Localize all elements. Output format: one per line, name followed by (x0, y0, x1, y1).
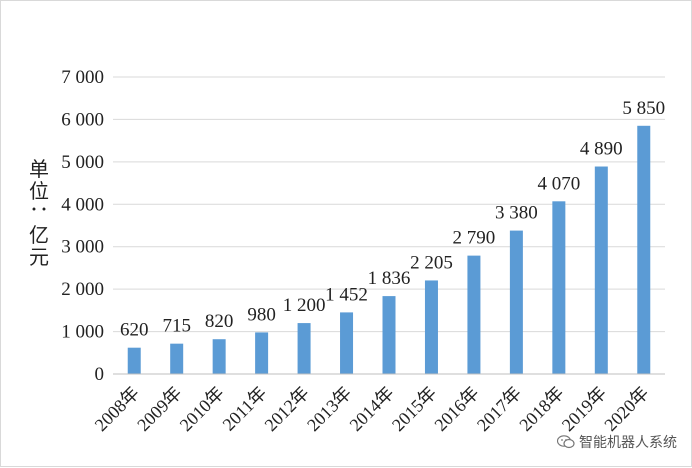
watermark: 智能机器人系统 (557, 432, 677, 452)
bar (170, 343, 184, 374)
data-label: 1 836 (368, 268, 411, 289)
data-label: 980 (247, 304, 276, 325)
data-label: 3 380 (495, 203, 538, 224)
watermark-text: 智能机器人系统 (579, 435, 677, 451)
data-label: 5 850 (622, 98, 665, 119)
wechat-icon (557, 435, 575, 449)
bar (424, 280, 438, 374)
data-label: 2 205 (410, 252, 453, 273)
bar (637, 125, 651, 375)
y-tick-label: 7 000 (61, 67, 104, 88)
y-tick-label: 1 000 (61, 322, 104, 343)
x-tick-label: 2009年 (133, 383, 185, 435)
y-axis-label-char: 元 (29, 245, 49, 269)
x-tick-label: 2018年 (515, 383, 567, 435)
bar (255, 332, 269, 374)
bar (297, 323, 311, 374)
bar (594, 166, 608, 374)
bar (382, 296, 396, 374)
bar (467, 255, 481, 374)
y-tick-label: 3 000 (61, 237, 104, 258)
x-tick-label: 2010年 (176, 383, 228, 435)
data-label: 4 890 (580, 139, 623, 160)
x-tick-label: 2015年 (388, 383, 440, 435)
y-axis-label-char: 单 (29, 157, 49, 181)
y-tick-label: 6 000 (61, 109, 104, 130)
bar (340, 312, 354, 374)
bar (127, 347, 141, 374)
data-label: 4 070 (537, 173, 580, 194)
data-label: 1 452 (325, 284, 368, 305)
y-tick-label: 5 000 (61, 152, 104, 173)
y-axis-label-char: 位 (29, 179, 49, 203)
bar (509, 230, 523, 374)
x-tick-label: 2017年 (473, 383, 525, 435)
y-axis-label-char: 亿 (29, 223, 49, 247)
y-tick-label: 2 000 (61, 279, 104, 300)
x-tick-label: 2013年 (303, 383, 355, 435)
x-tick-label: 2011年 (219, 383, 271, 435)
data-label: 820 (205, 311, 234, 332)
bar (212, 339, 226, 374)
x-tick-label: 2008年 (91, 383, 143, 435)
x-tick-label: 2020年 (600, 383, 652, 435)
data-label: 620 (120, 320, 149, 341)
bar (552, 201, 566, 374)
x-tick-label: 2012年 (261, 383, 313, 435)
y-axis-label-char: ： (28, 204, 52, 224)
y-tick-label: 0 (95, 364, 105, 385)
data-label: 2 790 (453, 228, 496, 249)
y-tick-label: 4 000 (61, 194, 104, 215)
data-label: 715 (162, 316, 191, 337)
x-tick-label: 2014年 (346, 383, 398, 435)
x-tick-label: 2016年 (430, 383, 482, 435)
data-label: 1 200 (283, 295, 326, 316)
x-tick-label: 2019年 (558, 383, 610, 435)
